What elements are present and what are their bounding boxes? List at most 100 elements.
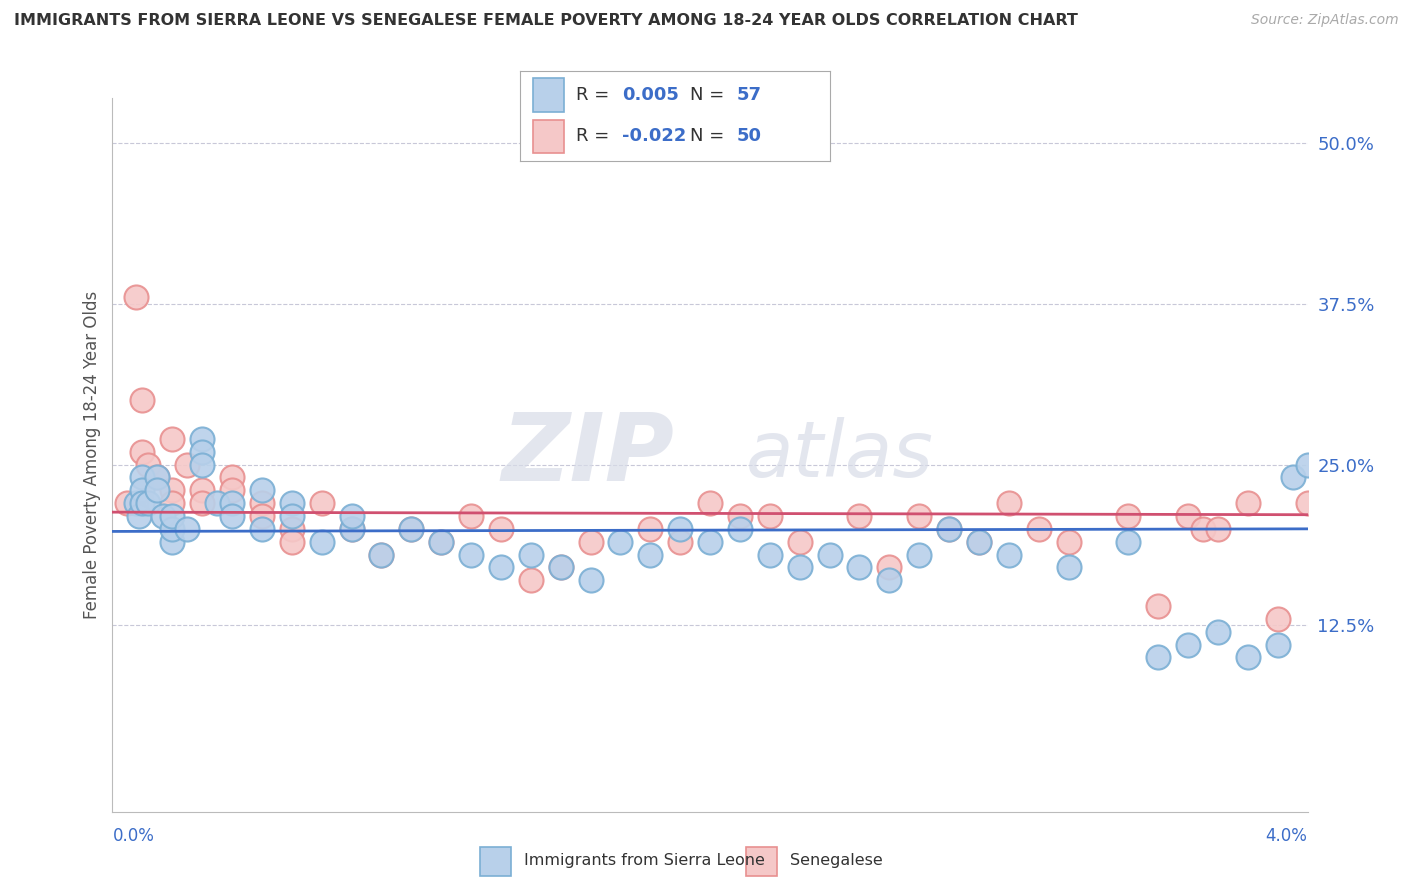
Point [609, 534, 631, 549]
Point [938, 522, 960, 536]
Point [579, 574, 602, 588]
Point [1116, 508, 1139, 523]
Text: 50: 50 [737, 128, 762, 145]
Point [460, 508, 482, 523]
Point [1192, 522, 1215, 536]
Point [162, 483, 183, 498]
Point [162, 508, 183, 523]
Point [1237, 496, 1260, 510]
Point [176, 522, 198, 536]
Point [848, 560, 870, 574]
Point [1267, 638, 1289, 652]
Point [758, 548, 780, 562]
Point [401, 522, 423, 536]
Point [125, 290, 148, 304]
Point [311, 534, 333, 549]
Point [162, 534, 183, 549]
Text: 0.005: 0.005 [623, 86, 679, 103]
Point [250, 522, 273, 536]
Point [370, 548, 392, 562]
Point [938, 522, 960, 536]
Text: Senegalese: Senegalese [790, 854, 883, 868]
Point [967, 534, 990, 549]
Point [1281, 470, 1303, 484]
Point [818, 548, 841, 562]
Point [221, 496, 243, 510]
Point [997, 548, 1019, 562]
Point [152, 508, 174, 523]
Point [221, 470, 243, 484]
Point [138, 496, 160, 510]
Point [699, 534, 721, 549]
Point [789, 560, 811, 574]
Point [489, 522, 512, 536]
Text: R =: R = [576, 86, 614, 103]
Text: Immigrants from Sierra Leone: Immigrants from Sierra Leone [523, 854, 765, 868]
Point [146, 470, 169, 484]
Point [281, 508, 304, 523]
Point [117, 496, 139, 510]
Point [430, 534, 453, 549]
Text: N =: N = [690, 86, 730, 103]
Point [550, 560, 572, 574]
Point [281, 496, 304, 510]
Point [370, 548, 392, 562]
Point [699, 496, 721, 510]
Point [908, 508, 931, 523]
Point [131, 483, 153, 498]
Point [221, 483, 243, 498]
Point [1177, 508, 1199, 523]
Point [176, 458, 198, 472]
Point [162, 522, 183, 536]
Point [1177, 638, 1199, 652]
Text: 0.0%: 0.0% [112, 827, 155, 845]
Point [131, 496, 153, 510]
Point [997, 496, 1019, 510]
Point [340, 508, 363, 523]
Point [1267, 612, 1289, 626]
Point [550, 560, 572, 574]
Point [1116, 534, 1139, 549]
Point [1057, 560, 1080, 574]
Point [789, 534, 811, 549]
Point [1296, 458, 1319, 472]
Text: N =: N = [690, 128, 730, 145]
Point [146, 470, 169, 484]
Point [877, 574, 900, 588]
Text: atlas: atlas [747, 417, 934, 493]
Point [520, 574, 543, 588]
Point [758, 508, 780, 523]
Point [1206, 624, 1229, 639]
Point [669, 534, 692, 549]
Y-axis label: Female Poverty Among 18-24 Year Olds: Female Poverty Among 18-24 Year Olds [83, 291, 101, 619]
Bar [481, 847, 512, 876]
Text: 4.0%: 4.0% [1265, 827, 1308, 845]
Point [340, 522, 363, 536]
Point [250, 508, 273, 523]
Point [250, 483, 273, 498]
Point [138, 458, 160, 472]
Point [128, 508, 150, 523]
Point [191, 432, 214, 446]
Text: 57: 57 [737, 86, 762, 103]
Point [191, 458, 214, 472]
Point [340, 522, 363, 536]
Point [848, 508, 870, 523]
Point [489, 560, 512, 574]
Point [967, 534, 990, 549]
Point [131, 444, 153, 458]
Point [311, 496, 333, 510]
Point [908, 548, 931, 562]
Point [728, 508, 751, 523]
Text: ZIP: ZIP [502, 409, 675, 501]
Point [1028, 522, 1050, 536]
Point [1147, 599, 1170, 613]
Point [125, 496, 148, 510]
Point [191, 444, 214, 458]
Point [877, 560, 900, 574]
Bar [533, 78, 564, 112]
Point [579, 534, 602, 549]
Point [162, 432, 183, 446]
Point [162, 496, 183, 510]
Bar [747, 847, 778, 876]
